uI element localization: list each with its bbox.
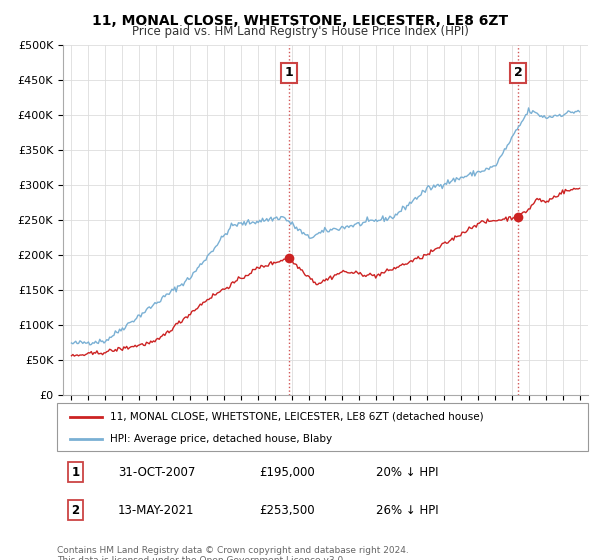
Text: Contains HM Land Registry data © Crown copyright and database right 2024.
This d: Contains HM Land Registry data © Crown c… <box>57 546 409 560</box>
Text: 13-MAY-2021: 13-MAY-2021 <box>118 503 194 517</box>
Text: 11, MONAL CLOSE, WHETSTONE, LEICESTER, LE8 6ZT (detached house): 11, MONAL CLOSE, WHETSTONE, LEICESTER, L… <box>110 412 484 422</box>
Text: £253,500: £253,500 <box>259 503 314 517</box>
Text: Price paid vs. HM Land Registry's House Price Index (HPI): Price paid vs. HM Land Registry's House … <box>131 25 469 38</box>
FancyBboxPatch shape <box>57 403 588 451</box>
Text: 26% ↓ HPI: 26% ↓ HPI <box>376 503 438 517</box>
Text: £195,000: £195,000 <box>259 465 314 479</box>
Text: 11, MONAL CLOSE, WHETSTONE, LEICESTER, LE8 6ZT: 11, MONAL CLOSE, WHETSTONE, LEICESTER, L… <box>92 14 508 28</box>
Text: HPI: Average price, detached house, Blaby: HPI: Average price, detached house, Blab… <box>110 434 332 444</box>
Text: 20% ↓ HPI: 20% ↓ HPI <box>376 465 438 479</box>
Text: 1: 1 <box>71 465 80 479</box>
Text: 1: 1 <box>284 66 293 80</box>
Text: 2: 2 <box>514 66 522 80</box>
Text: 31-OCT-2007: 31-OCT-2007 <box>118 465 196 479</box>
Text: 2: 2 <box>71 503 80 517</box>
